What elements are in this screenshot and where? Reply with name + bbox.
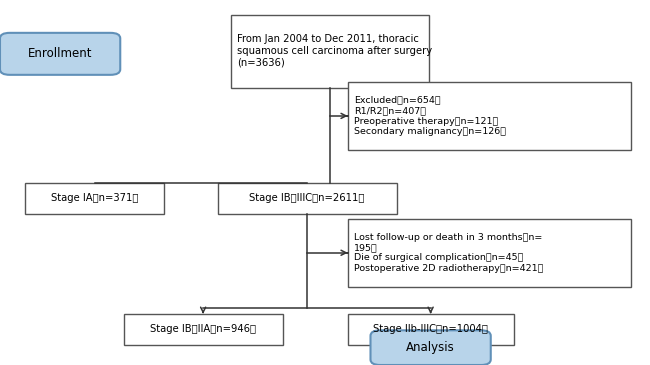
Text: Enrollment: Enrollment — [28, 47, 92, 60]
Text: Analysis: Analysis — [406, 341, 455, 354]
FancyBboxPatch shape — [348, 314, 514, 345]
Text: From Jan 2004 to Dec 2011, thoracic
squamous cell carcinoma after surgery
(n=363: From Jan 2004 to Dec 2011, thoracic squa… — [237, 35, 432, 68]
FancyBboxPatch shape — [231, 15, 429, 88]
Text: Stage IB－IIIC（n=2611）: Stage IB－IIIC（n=2611） — [250, 193, 365, 203]
Text: Stage IIb-IIIC（n=1004）: Stage IIb-IIIC（n=1004） — [373, 324, 488, 334]
Text: Excluded（n=654）
R1/R2（n=407）
Preoperative therapy（n=121）
Secondary malignancy（n=: Excluded（n=654） R1/R2（n=407） Preoperativ… — [354, 96, 506, 136]
Text: Stage IB－IIA（n=946）: Stage IB－IIA（n=946） — [150, 324, 256, 334]
FancyBboxPatch shape — [124, 314, 283, 345]
FancyBboxPatch shape — [370, 330, 491, 365]
FancyBboxPatch shape — [348, 82, 630, 150]
FancyBboxPatch shape — [218, 182, 396, 214]
Text: Stage IA（n=371）: Stage IA（n=371） — [51, 193, 138, 203]
FancyBboxPatch shape — [348, 219, 630, 287]
Text: Lost follow-up or death in 3 months（n=
195）
Die of surgical complication（n=45）
P: Lost follow-up or death in 3 months（n= 1… — [354, 233, 543, 273]
FancyBboxPatch shape — [0, 33, 120, 75]
FancyBboxPatch shape — [25, 182, 164, 214]
